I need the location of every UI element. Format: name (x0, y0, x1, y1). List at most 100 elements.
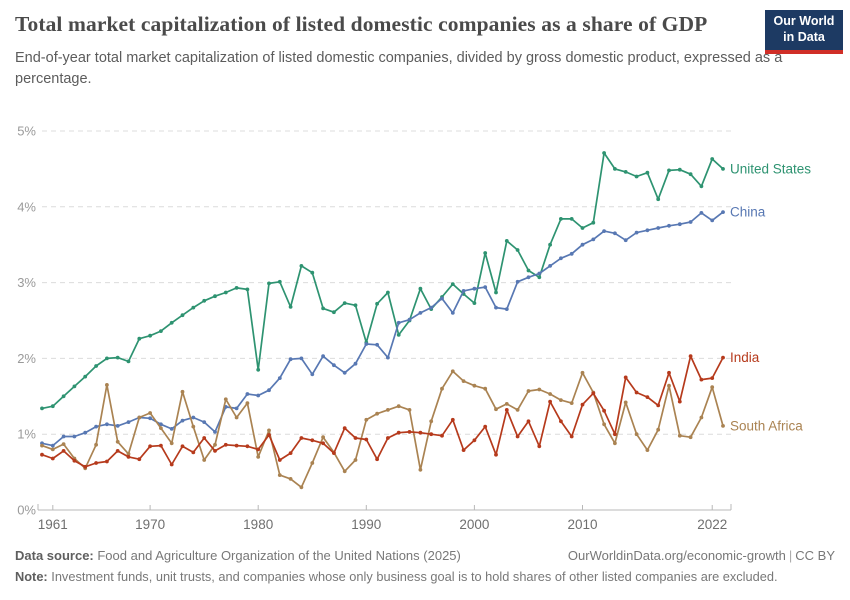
data-point-china-2017[interactable] (656, 226, 661, 230)
series-label-india[interactable]: India (730, 350, 760, 365)
data-point-united-states-1964[interactable] (83, 374, 88, 379)
data-point-china-2004[interactable] (515, 279, 520, 284)
data-point-south-africa-1992[interactable] (386, 408, 390, 412)
data-point-china-1979[interactable] (245, 392, 250, 396)
data-point-china-1997[interactable] (440, 296, 444, 301)
data-point-united-states-2008[interactable] (559, 217, 563, 221)
data-point-united-states-2023[interactable] (721, 167, 725, 171)
data-point-china-1988[interactable] (342, 370, 347, 375)
data-point-united-states-1962[interactable] (61, 394, 66, 399)
data-point-china-1987[interactable] (332, 363, 336, 368)
data-point-united-states-1965[interactable] (94, 364, 98, 368)
data-point-china-2016[interactable] (645, 228, 650, 233)
data-point-india-1981[interactable] (267, 433, 271, 437)
data-point-india-1987[interactable] (332, 451, 336, 455)
data-point-china-1967[interactable] (115, 424, 120, 428)
data-point-india-2000[interactable] (472, 438, 477, 443)
data-point-united-states-1976[interactable] (213, 294, 217, 299)
data-point-south-africa-2006[interactable] (537, 387, 542, 392)
data-point-china-1973[interactable] (180, 418, 185, 423)
data-point-china-2007[interactable] (548, 264, 552, 268)
data-point-south-africa-2009[interactable] (569, 401, 574, 405)
data-point-united-states-2020[interactable] (688, 172, 693, 177)
data-point-china-2009[interactable] (569, 251, 574, 256)
data-point-united-states-2010[interactable] (580, 226, 585, 230)
series-path-china[interactable] (41, 211, 724, 447)
data-point-india-1974[interactable] (191, 450, 196, 455)
data-point-india-1963[interactable] (72, 458, 77, 463)
data-point-south-africa-1989[interactable] (353, 458, 358, 462)
data-point-china-2019[interactable] (677, 222, 682, 227)
data-point-south-africa-2018[interactable] (667, 383, 671, 388)
data-point-united-states-2019[interactable] (677, 167, 682, 172)
data-point-united-states-1980[interactable] (256, 367, 261, 372)
data-point-south-africa-1994[interactable] (407, 408, 412, 412)
data-point-india-1966[interactable] (105, 459, 109, 464)
data-point-united-states-1968[interactable] (126, 359, 131, 364)
data-point-china-1998[interactable] (450, 311, 455, 315)
data-point-united-states-1983[interactable] (288, 305, 293, 309)
data-point-india-1996[interactable] (429, 432, 434, 437)
data-point-south-africa-1985[interactable] (310, 461, 315, 465)
data-point-united-states-2002[interactable] (494, 290, 498, 295)
data-point-india-2014[interactable] (623, 375, 628, 380)
data-point-united-states-1986[interactable] (321, 306, 325, 311)
data-point-united-states-1966[interactable] (105, 356, 109, 361)
data-point-india-2010[interactable] (580, 402, 585, 407)
data-point-south-africa-1998[interactable] (450, 369, 455, 374)
data-point-south-africa-1981[interactable] (267, 428, 271, 433)
data-point-india-2021[interactable] (699, 377, 704, 382)
data-point-south-africa-2014[interactable] (623, 400, 628, 405)
data-point-south-africa-1972[interactable] (169, 441, 174, 446)
data-point-united-states-2011[interactable] (591, 220, 596, 225)
data-point-india-1975[interactable] (202, 436, 207, 440)
data-point-united-states-1993[interactable] (396, 333, 401, 337)
data-point-united-states-1970[interactable] (148, 333, 153, 338)
data-point-india-2016[interactable] (645, 395, 650, 399)
data-point-south-africa-1983[interactable] (288, 477, 293, 481)
license-label[interactable]: CC BY (795, 548, 835, 563)
data-point-india-1964[interactable] (83, 464, 88, 469)
data-point-india-1973[interactable] (180, 444, 185, 449)
data-point-south-africa-1961[interactable] (50, 447, 55, 452)
data-point-india-2011[interactable] (591, 391, 596, 396)
data-point-china-1972[interactable] (169, 427, 174, 431)
data-point-south-africa-2022[interactable] (710, 385, 715, 390)
data-point-united-states-1963[interactable] (72, 384, 77, 389)
data-point-united-states-2001[interactable] (483, 251, 488, 255)
data-point-india-1997[interactable] (440, 433, 444, 438)
data-point-india-1994[interactable] (407, 430, 412, 434)
data-point-united-states-2013[interactable] (613, 167, 617, 171)
data-point-china-2000[interactable] (472, 286, 477, 291)
data-point-india-2009[interactable] (569, 434, 574, 439)
series-path-united-states[interactable] (41, 152, 724, 410)
data-point-india-2013[interactable] (613, 432, 617, 437)
attribution-link[interactable]: OurWorldinData.org/economic-growth (567, 548, 786, 563)
data-point-india-1988[interactable] (342, 426, 347, 430)
data-point-india-2004[interactable] (515, 434, 520, 439)
data-point-united-states-1989[interactable] (353, 303, 358, 308)
series-path-south-africa[interactable] (41, 370, 724, 489)
data-point-india-1961[interactable] (50, 456, 55, 461)
series-path-india[interactable] (41, 355, 724, 468)
data-point-india-1986[interactable] (321, 441, 325, 446)
data-point-south-africa-1976[interactable] (213, 442, 217, 447)
data-point-china-2002[interactable] (494, 305, 498, 310)
data-point-south-africa-1971[interactable] (159, 426, 163, 430)
data-point-united-states-1978[interactable] (234, 286, 239, 290)
series-label-south-africa[interactable]: South Africa (730, 418, 803, 433)
data-point-south-africa-1975[interactable] (202, 458, 207, 462)
data-point-united-states-1984[interactable] (299, 264, 304, 268)
data-point-india-1967[interactable] (115, 449, 120, 453)
series-line-united-states[interactable]: United States (40, 151, 811, 411)
data-point-united-states-2017[interactable] (656, 197, 661, 202)
data-point-india-2005[interactable] (526, 419, 531, 424)
data-point-united-states-1972[interactable] (169, 320, 174, 325)
data-point-china-1994[interactable] (407, 317, 412, 322)
data-point-china-1996[interactable] (429, 305, 434, 310)
data-point-south-africa-1986[interactable] (321, 435, 325, 440)
series-line-india[interactable]: India (40, 350, 760, 469)
data-point-south-africa-1990[interactable] (364, 417, 369, 422)
data-point-united-states-2015[interactable] (634, 174, 639, 179)
data-point-south-africa-2021[interactable] (699, 415, 704, 420)
